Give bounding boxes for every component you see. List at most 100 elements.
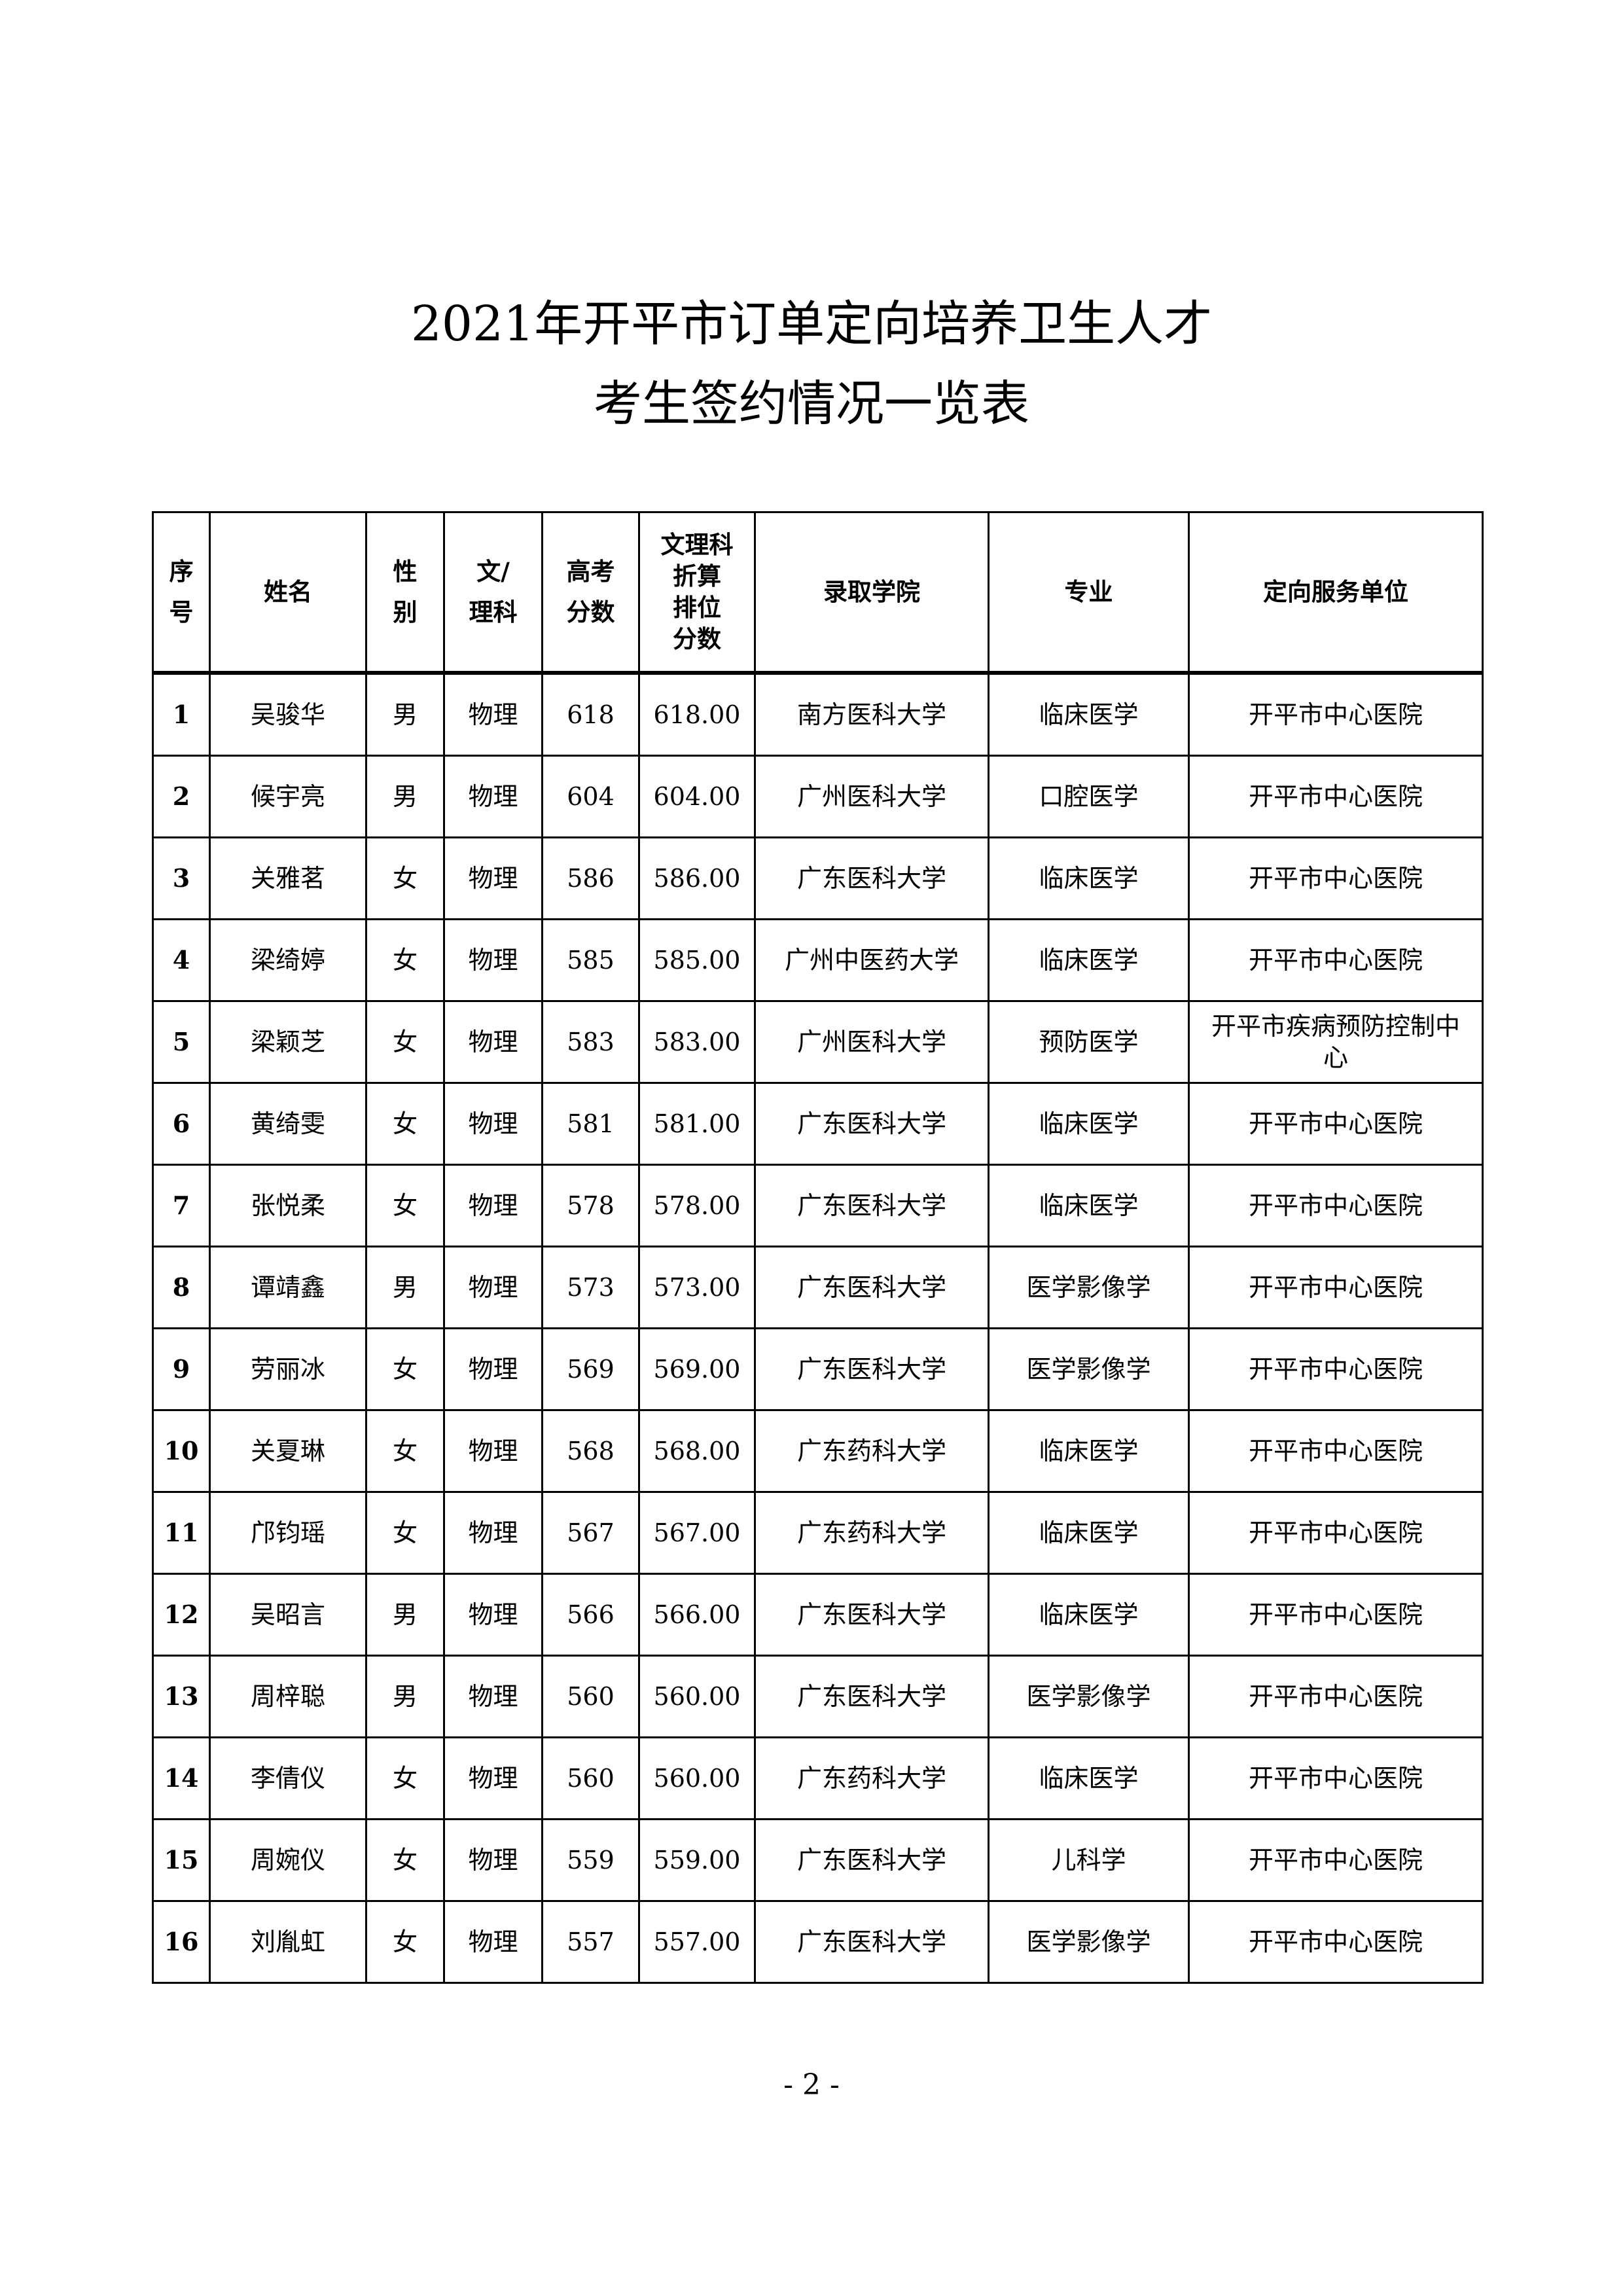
cell-college: 广东药科大学 — [754, 1736, 990, 1820]
cell-name: 关夏琳 — [209, 1409, 367, 1493]
cell-college: 广东医科大学 — [754, 1082, 990, 1166]
cell-gender: 男 — [365, 1655, 445, 1738]
cell-gender: 女 — [365, 918, 445, 1002]
cell-college: 广东医科大学 — [754, 1327, 990, 1411]
table-row: 12 吴昭言男物理 566 566.00 广东医科大学 临床医学 开平市中心医院 — [152, 1573, 1484, 1657]
cell-service-unit: 开平市中心医院 — [1188, 1573, 1484, 1657]
cell-major: 临床医学 — [988, 918, 1190, 1002]
cell-converted-score: 560.00 — [638, 1655, 756, 1738]
cell-subject: 物理 — [443, 918, 543, 1002]
cell-name: 劳丽冰 — [209, 1327, 367, 1411]
cell-gender: 女 — [365, 1000, 445, 1084]
cell-converted-score: 568.00 — [638, 1409, 756, 1493]
cell-gender: 女 — [365, 1327, 445, 1411]
cell-gender: 女 — [365, 1491, 445, 1575]
cell-subject: 物理 — [443, 1818, 543, 1902]
cell-major: 临床医学 — [988, 1082, 1190, 1166]
table-row: 11 邝钧瑶女物理 567 567.00 广东药科大学 临床医学 开平市中心医院 — [152, 1491, 1484, 1575]
cell-college: 广东药科大学 — [754, 1491, 990, 1575]
cell-index: 7 — [152, 1164, 211, 1247]
cell-college: 广东医科大学 — [754, 1818, 990, 1902]
cell-index: 2 — [152, 755, 211, 838]
cell-major: 临床医学 — [988, 672, 1190, 757]
cell-college: 广东医科大学 — [754, 1655, 990, 1738]
cell-gaokao-score: 583 — [541, 1000, 640, 1084]
cell-subject: 物理 — [443, 1736, 543, 1820]
cell-subject: 物理 — [443, 1246, 543, 1329]
cell-gaokao-score: 569 — [541, 1327, 640, 1411]
cell-name: 谭靖鑫 — [209, 1246, 367, 1329]
page-number: - 2 - — [783, 2068, 840, 2102]
cell-gaokao-score: 604 — [541, 755, 640, 838]
table-header-row: 序 号姓名性 别文/ 理科 高考 分数 文理科 折算 排位 分数 录取学院 专业 定向服务… — [152, 511, 1484, 674]
cell-name: 梁绮婷 — [209, 918, 367, 1002]
cell-college: 广东医科大学 — [754, 1246, 990, 1329]
document-title-line2: 考生签约情况一览表 — [594, 376, 1029, 432]
cell-index: 1 — [152, 672, 211, 757]
cell-subject: 物理 — [443, 672, 543, 757]
cell-service-unit: 开平市中心医院 — [1188, 1655, 1484, 1738]
cell-service-unit: 开平市中心医院 — [1188, 836, 1484, 920]
cell-name: 黄绮雯 — [209, 1082, 367, 1166]
cell-major: 医学影像学 — [988, 1900, 1190, 1984]
cell-gender: 女 — [365, 1409, 445, 1493]
cell-gender: 男 — [365, 755, 445, 838]
table-row: 5 梁颖芝女物理 583 583.00 广州医科大学 预防医学 开平市疾病预防控制中心 — [152, 1000, 1484, 1084]
cell-gender: 男 — [365, 1246, 445, 1329]
table-row: 9 劳丽冰女物理 569 569.00 广东医科大学 医学影像学 开平市中心医院 — [152, 1327, 1484, 1411]
cell-subject: 物理 — [443, 836, 543, 920]
cell-converted-score: 604.00 — [638, 755, 756, 838]
header-col-converted-score: 文理科 折算 排位 分数 — [638, 511, 756, 674]
cell-service-unit: 开平市疾病预防控制中心 — [1188, 1000, 1484, 1084]
header-col-index: 序 号 — [152, 511, 211, 674]
cell-converted-score: 559.00 — [638, 1818, 756, 1902]
cell-index: 10 — [152, 1409, 211, 1493]
cell-name: 邝钧瑶 — [209, 1491, 367, 1575]
cell-gender: 女 — [365, 836, 445, 920]
cell-name: 候宇亮 — [209, 755, 367, 838]
cell-converted-score: 583.00 — [638, 1000, 756, 1084]
table-row: 8 谭靖鑫男物理 573 573.00 广东医科大学 医学影像学 开平市中心医院 — [152, 1246, 1484, 1329]
cell-service-unit: 开平市中心医院 — [1188, 1164, 1484, 1247]
cell-converted-score: 581.00 — [638, 1082, 756, 1166]
cell-service-unit: 开平市中心医院 — [1188, 1491, 1484, 1575]
cell-gaokao-score: 586 — [541, 836, 640, 920]
table-row: 16 刘胤虹女物理 557 557.00 广东医科大学 医学影像学 开平市中心医院 — [152, 1900, 1484, 1984]
cell-service-unit: 开平市中心医院 — [1188, 755, 1484, 838]
cell-index: 4 — [152, 918, 211, 1002]
cell-service-unit: 开平市中心医院 — [1188, 1900, 1484, 1984]
table-row: 3 关雅茗女物理 586 586.00 广东医科大学 临床医学 开平市中心医院 — [152, 836, 1484, 920]
cell-subject: 物理 — [443, 755, 543, 838]
cell-college: 广州医科大学 — [754, 1000, 990, 1084]
cell-college: 广东医科大学 — [754, 836, 990, 920]
cell-name: 张悦柔 — [209, 1164, 367, 1247]
cell-subject: 物理 — [443, 1000, 543, 1084]
cell-service-unit: 开平市中心医院 — [1188, 672, 1484, 757]
cell-subject: 物理 — [443, 1491, 543, 1575]
header-col-gaokao-score: 高考 分数 — [541, 511, 640, 674]
cell-index: 13 — [152, 1655, 211, 1738]
cell-converted-score: 557.00 — [638, 1900, 756, 1984]
cell-gaokao-score: 559 — [541, 1818, 640, 1902]
header-col-service-unit: 定向服务单位 — [1188, 511, 1484, 674]
cell-gender: 男 — [365, 672, 445, 757]
cell-converted-score: 569.00 — [638, 1327, 756, 1411]
table-row: 4 梁绮婷女物理 585 585.00 广州中医药大学 临床医学 开平市中心医院 — [152, 918, 1484, 1002]
cell-gender: 女 — [365, 1164, 445, 1247]
cell-service-unit: 开平市中心医院 — [1188, 1409, 1484, 1493]
cell-major: 医学影像学 — [988, 1327, 1190, 1411]
cell-index: 6 — [152, 1082, 211, 1166]
cell-converted-score: 586.00 — [638, 836, 756, 920]
cell-gaokao-score: 618 — [541, 672, 640, 757]
cell-gaokao-score: 578 — [541, 1164, 640, 1247]
cell-index: 11 — [152, 1491, 211, 1575]
cell-major: 临床医学 — [988, 1164, 1190, 1247]
cell-name: 李倩仪 — [209, 1736, 367, 1820]
cell-major: 临床医学 — [988, 1409, 1190, 1493]
cell-major: 口腔医学 — [988, 755, 1190, 838]
cell-major: 预防医学 — [988, 1000, 1190, 1084]
table-row: 6 黄绮雯女物理 581 581.00 广东医科大学 临床医学 开平市中心医院 — [152, 1082, 1484, 1166]
cell-name: 梁颖芝 — [209, 1000, 367, 1084]
cell-college: 广州中医药大学 — [754, 918, 990, 1002]
cell-gender: 女 — [365, 1818, 445, 1902]
